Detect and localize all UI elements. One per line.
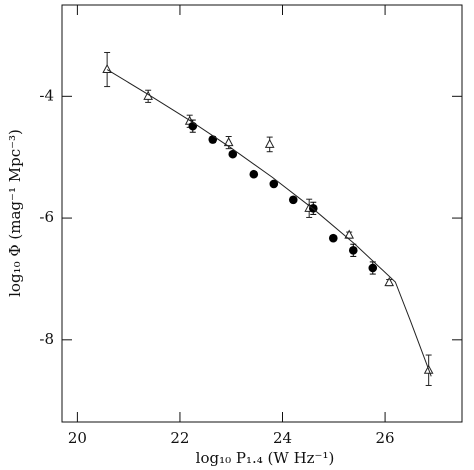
circle-point <box>368 263 378 273</box>
x-tick-label: 20 <box>68 429 87 447</box>
circle-point <box>269 179 279 189</box>
y-tick-label: -8 <box>39 330 54 348</box>
plot-frame <box>61 4 463 423</box>
triangle-point <box>223 137 234 147</box>
x-tick-label: 22 <box>170 429 189 447</box>
y-tick-label: -4 <box>39 86 54 104</box>
y-tick-label: -6 <box>39 208 54 226</box>
x-tick-label: 24 <box>273 429 292 447</box>
y-axis-label: log₁₀ Φ (mag⁻¹ Mpc⁻³) <box>6 129 24 297</box>
circle-point <box>228 149 238 159</box>
circle-point <box>288 195 298 205</box>
circle-point <box>249 169 259 179</box>
triangle-point <box>264 138 275 148</box>
triangle-point <box>344 229 355 239</box>
circle-point <box>348 246 358 255</box>
circle-point <box>188 121 198 131</box>
x-axis-label: log₁₀ P₁.₄ (W Hz⁻¹) <box>196 449 335 467</box>
circle-point <box>328 233 338 243</box>
fit-curve <box>106 69 432 377</box>
triangle-point <box>384 277 395 287</box>
x-tick-label: 26 <box>376 429 395 447</box>
circle-point <box>208 135 218 144</box>
